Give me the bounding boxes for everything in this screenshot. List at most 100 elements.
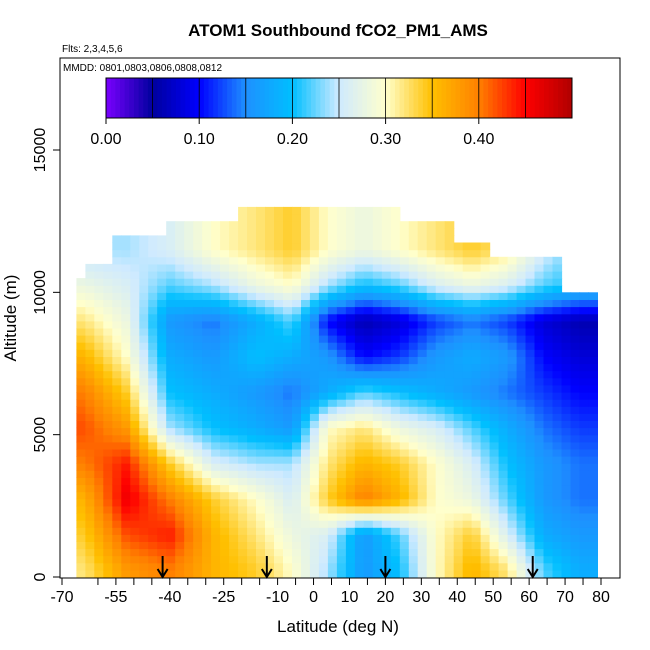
heatmap-cell [211, 299, 221, 308]
heatmap-cell [274, 434, 284, 443]
heatmap-cell [480, 406, 491, 414]
heatmap-cell [229, 356, 239, 365]
heatmap-cell [139, 555, 149, 564]
heatmap-cell [121, 335, 131, 343]
heatmap-cell [220, 306, 230, 315]
heatmap-cell [408, 420, 419, 429]
heatmap-cell [408, 363, 419, 372]
heatmap-cell [372, 256, 383, 265]
heatmap-cell [345, 228, 356, 236]
heatmap-cell [139, 456, 149, 464]
heatmap-cell [175, 434, 185, 443]
heatmap-cell [112, 278, 122, 286]
heatmap-cell [471, 249, 482, 258]
heatmap-cell [148, 335, 158, 343]
heatmap-cell [561, 335, 572, 343]
heatmap-cell [345, 498, 356, 507]
heatmap-cell [148, 491, 158, 500]
heatmap-cell [480, 420, 491, 429]
heatmap-cell [265, 513, 275, 521]
heatmap-cell [390, 356, 401, 365]
heatmap-cell [121, 399, 131, 407]
heatmap-cell [256, 356, 266, 365]
heatmap-cell [309, 520, 320, 528]
heatmap-cell [534, 356, 545, 365]
heatmap-cell [247, 441, 257, 450]
heatmap-cell [184, 555, 194, 564]
heatmap-cell [444, 242, 455, 251]
heatmap-cell [202, 327, 212, 336]
heatmap-cell [588, 292, 598, 300]
heatmap-cell [381, 370, 392, 379]
heatmap-cell [336, 278, 347, 286]
heatmap-cell [498, 441, 509, 450]
heatmap-cell [462, 327, 473, 336]
heatmap-cell [345, 221, 356, 229]
heatmap-cell [157, 285, 167, 293]
heatmap-cell [175, 384, 185, 393]
heatmap-cell [202, 505, 212, 514]
colorbar-segment [129, 78, 135, 118]
heatmap-cell [507, 441, 518, 450]
heatmap-cell [381, 534, 392, 542]
x-tick-label: 20 [377, 589, 395, 606]
heatmap-cell [301, 392, 311, 400]
heatmap-cell [570, 392, 581, 400]
heatmap-cell [453, 420, 464, 429]
heatmap-cell [336, 370, 347, 379]
heatmap-cell [426, 263, 437, 272]
heatmap-cell [193, 541, 203, 550]
heatmap-cell [363, 356, 374, 365]
heatmap-cell [274, 349, 284, 357]
heatmap-cell [121, 285, 131, 293]
heatmap-cell [309, 242, 320, 251]
heatmap-cell [256, 370, 266, 379]
heatmap-cell [498, 427, 509, 436]
heatmap-cell [534, 313, 545, 322]
heatmap-cell [309, 541, 320, 550]
heatmap-cell [372, 342, 383, 350]
heatmap-cell [354, 313, 365, 322]
heatmap-cell [345, 406, 356, 414]
heatmap-cell [238, 235, 248, 244]
heatmap-cell [363, 527, 374, 535]
heatmap-cell [543, 313, 554, 322]
colorbar-segment [269, 78, 275, 118]
heatmap-cell [516, 520, 527, 528]
heatmap-cell [561, 484, 572, 493]
heatmap-cell [534, 285, 545, 293]
heatmap-cell [471, 335, 482, 343]
heatmap-cell [453, 534, 464, 542]
heatmap-cell [543, 342, 554, 350]
heatmap-cell [372, 235, 383, 244]
heatmap-cell [561, 327, 572, 336]
heatmap-cell [157, 541, 167, 550]
heatmap-cell [408, 313, 419, 322]
heatmap-cell [309, 406, 320, 414]
heatmap-cell [166, 363, 176, 372]
heatmap-cell [274, 363, 284, 372]
heatmap-cell [444, 413, 455, 421]
heatmap-cell [130, 505, 140, 514]
heatmap-cell [318, 370, 329, 379]
heatmap-cell [417, 285, 428, 293]
heatmap-cell [417, 249, 428, 258]
heatmap-cell [588, 420, 598, 429]
heatmap-cell [283, 278, 293, 286]
heatmap-cell [265, 434, 275, 443]
heatmap-cell [193, 356, 203, 365]
heatmap-cell [94, 399, 104, 407]
heatmap-cell [453, 299, 464, 308]
heatmap-cell [552, 327, 563, 336]
heatmap-cell [103, 271, 113, 279]
heatmap-cell [166, 434, 176, 443]
heatmap-cell [543, 527, 554, 535]
heatmap-cell [579, 555, 589, 564]
heatmap-cell [202, 498, 212, 507]
heatmap-cell [525, 555, 536, 564]
heatmap-cell [309, 370, 320, 379]
heatmap-cell [417, 356, 428, 365]
heatmap-cell [139, 498, 149, 507]
heatmap-cell [256, 548, 266, 557]
heatmap-cell [534, 256, 545, 265]
